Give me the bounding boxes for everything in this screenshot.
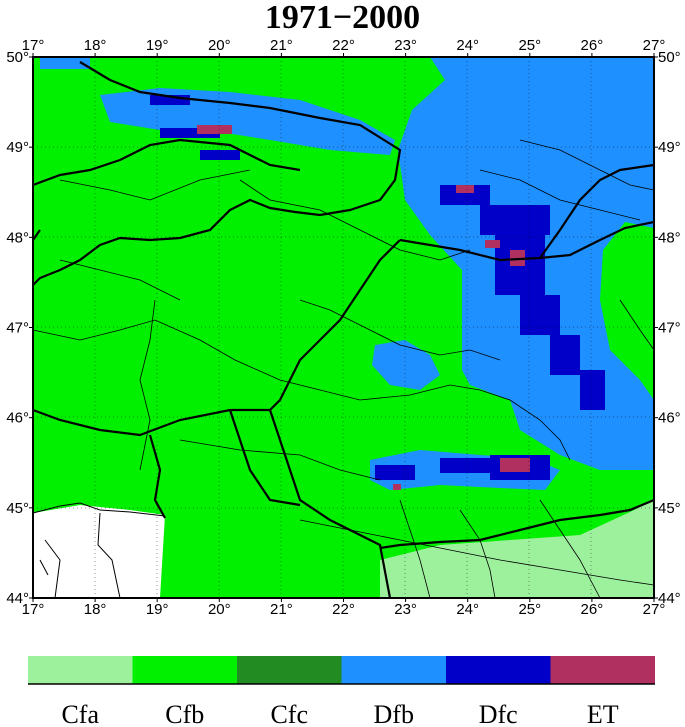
legend-swatch-cfb — [132, 656, 237, 684]
lon-tick-top: 23° — [394, 37, 417, 54]
lon-tick-bottom: 24° — [456, 601, 479, 618]
lat-tick-left: 46° — [6, 410, 29, 427]
lat-tick-left: 45° — [6, 500, 29, 517]
sea-adriatic — [33, 505, 165, 598]
tick-labels: 17° 17° 18° 18° 19° 19° 20° 20° 21° 21° 22° 22° 23° 2… — [6, 37, 680, 618]
region-dfb-nw — [40, 57, 90, 69]
lon-tick-top: 18° — [84, 37, 107, 54]
lon-tick-top: 20° — [208, 37, 231, 54]
lon-tick-top: 26° — [581, 37, 604, 54]
lat-tick-left: 47° — [6, 320, 29, 337]
lon-tick-bottom: 18° — [84, 601, 107, 618]
legend-label-dfb: Dfb — [374, 700, 414, 727]
legend-label-dfc: Dfc — [479, 700, 518, 727]
legend-label-cfc: Cfc — [270, 700, 308, 727]
lon-tick-top: 17° — [22, 37, 45, 54]
legend-swatch-et — [550, 656, 655, 684]
legend-swatch-cfa — [28, 656, 133, 684]
lat-tick-right: 49° — [658, 139, 681, 156]
legend: Cfa Cfb Cfc Dfb Dfc ET — [28, 656, 655, 727]
lon-tick-bottom: 20° — [208, 601, 231, 618]
lon-tick-bottom: 17° — [22, 601, 45, 618]
borders — [32, 61, 655, 599]
map-title: 1971−2000 — [264, 0, 421, 36]
lon-tick-top: 22° — [332, 37, 355, 54]
frame-ticks — [29, 53, 658, 602]
lat-tick-left: 49° — [6, 139, 29, 156]
lon-tick-bottom: 27° — [643, 601, 666, 618]
legend-swatch-dfb — [341, 656, 446, 684]
lat-tick-left: 50° — [6, 49, 29, 66]
lat-tick-right: 46° — [658, 410, 681, 427]
lat-tick-right: 44° — [658, 590, 681, 607]
lat-tick-right: 45° — [658, 500, 681, 517]
legend-label-cfa: Cfa — [61, 700, 99, 727]
lon-tick-top: 24° — [456, 37, 479, 54]
lat-tick-right: 47° — [658, 320, 681, 337]
legend-label-et: ET — [587, 700, 619, 727]
coastline — [32, 502, 166, 599]
lon-tick-top: 19° — [146, 37, 169, 54]
lon-tick-top: 27° — [643, 37, 666, 54]
legend-label-cfb: Cfb — [165, 700, 204, 727]
lat-tick-right: 48° — [658, 229, 681, 246]
legend-swatch-cfc — [237, 656, 342, 684]
rivers — [32, 139, 655, 599]
lon-tick-bottom: 19° — [146, 601, 169, 618]
lon-tick-bottom: 22° — [332, 601, 355, 618]
region-et — [197, 125, 530, 490]
lat-tick-right: 50° — [658, 49, 681, 66]
lon-tick-top: 25° — [518, 37, 541, 54]
map-area — [32, 56, 655, 599]
region-dfb-apuseni — [372, 340, 440, 390]
lon-tick-bottom: 25° — [518, 601, 541, 618]
lon-tick-bottom: 21° — [270, 601, 293, 618]
lon-tick-top: 21° — [270, 37, 293, 54]
lon-tick-bottom: 23° — [394, 601, 417, 618]
lat-tick-left: 48° — [6, 229, 29, 246]
lon-tick-bottom: 26° — [581, 601, 604, 618]
lat-tick-left: 44° — [6, 590, 29, 607]
legend-swatch-dfc — [446, 656, 551, 684]
region-cfa-se — [380, 500, 654, 598]
